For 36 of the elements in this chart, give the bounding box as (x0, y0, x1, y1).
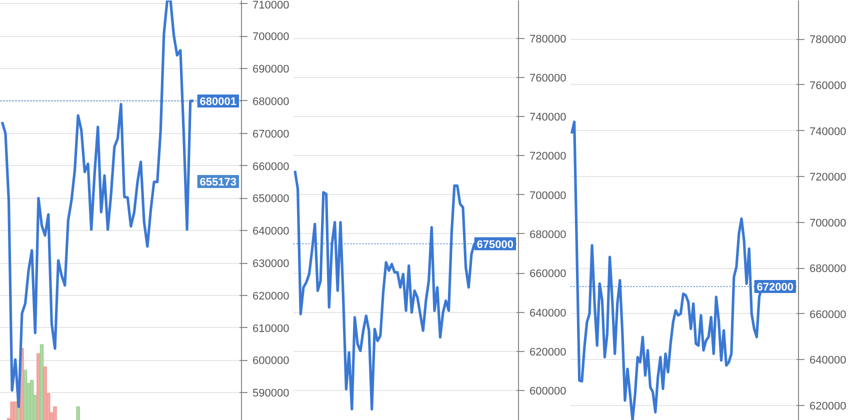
y-tick-label: 700000 (810, 217, 846, 230)
y-tick-label: 760000 (810, 80, 846, 92)
y-tick-label: 720000 (530, 150, 566, 163)
y-tick-label: 670000 (252, 128, 290, 140)
y-tick-label: 640000 (530, 307, 566, 320)
text: 655173 (200, 176, 237, 188)
y-tick-label: 680000 (530, 228, 566, 241)
ref-line-label: 672000 (756, 281, 794, 294)
y-tick-label: 620000 (810, 400, 846, 413)
y-tick-label: 660000 (810, 308, 846, 321)
y-tick-label: 640000 (810, 354, 846, 367)
y-tick-label: 600000 (252, 355, 290, 368)
ref-line-label: 680001 (200, 96, 237, 108)
y-tick-label: 640000 (252, 226, 290, 238)
y-tick-label: 620000 (530, 346, 566, 358)
ref-line-label: 675000 (476, 238, 514, 251)
y-tick-label: 650000 (252, 193, 290, 206)
y-tick-label: 610000 (252, 322, 290, 335)
y-tick-label: 680000 (810, 263, 846, 276)
y-tick-label: 620000 (252, 290, 290, 302)
y-tick-label: 700000 (252, 31, 290, 44)
y-tick-label: 760000 (530, 72, 566, 84)
y-tick-label: 600000 (530, 386, 566, 398)
y-tick-label: 690000 (252, 64, 290, 76)
y-tick-label: 780000 (530, 33, 566, 46)
y-tick-label: 680000 (252, 96, 290, 108)
y-tick-label: 740000 (530, 112, 566, 124)
y-tick-label: 710000 (252, 0, 290, 12)
y-tick-label: 780000 (810, 34, 846, 46)
y-tick-label: 660000 (530, 268, 566, 280)
y-tick-label: 630000 (252, 258, 290, 270)
y-tick-label: 660000 (252, 160, 290, 173)
y-tick-label: 590000 (252, 388, 290, 400)
y-tick-label: 740000 (810, 126, 846, 138)
y-tick-label: 720000 (810, 172, 846, 184)
y-tick-label: 700000 (530, 190, 566, 202)
